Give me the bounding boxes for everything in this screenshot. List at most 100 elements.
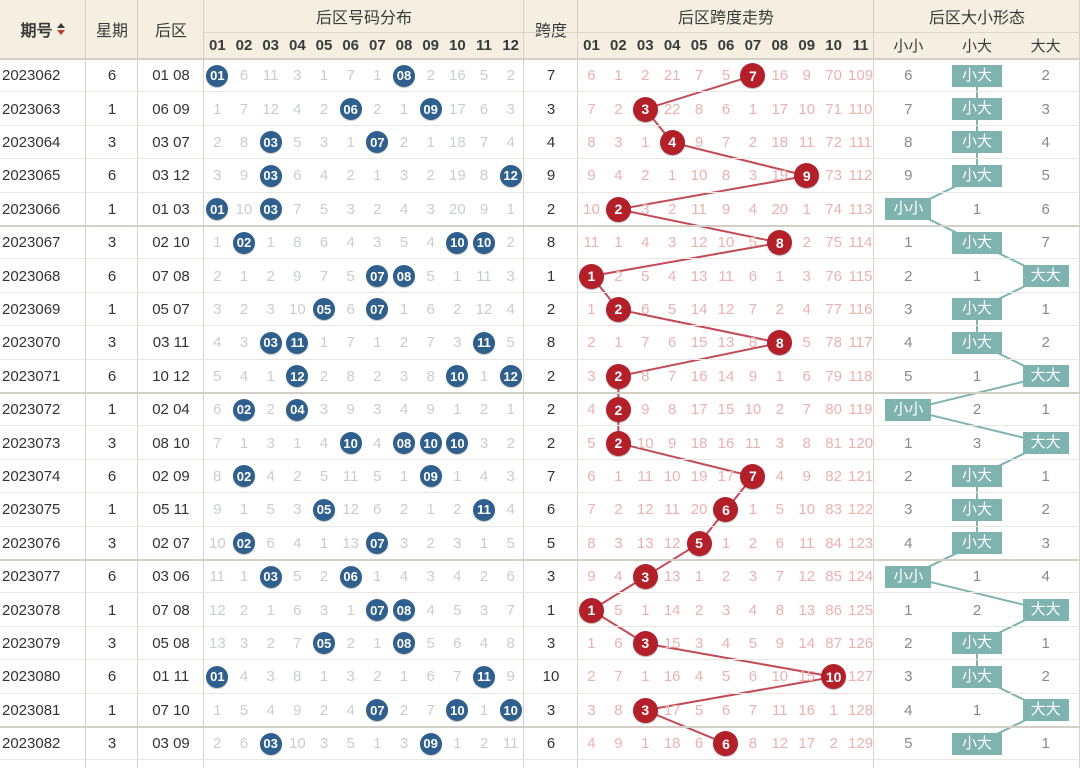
dist-cell: 5 (506, 534, 515, 552)
size-cell: 7 (1041, 234, 1050, 252)
dist-cell: 2 (453, 300, 462, 318)
dist-cell: 2 (213, 133, 222, 151)
span-trend-cell: 18 (690, 434, 708, 452)
dist-cell: 2 (319, 100, 329, 118)
size-cell: 4 (904, 534, 913, 552)
span-trend-cell: 16 (717, 434, 735, 452)
dist-cell: 3 (266, 300, 275, 318)
dist-cell: 5 (293, 568, 302, 586)
size-cell: 1 (972, 568, 982, 586)
dist-cell: 11 (209, 568, 226, 586)
row-divider (0, 325, 1080, 327)
span-trend-cell: 14 (690, 300, 708, 318)
dist-cell: 17 (448, 100, 466, 118)
sort-icon[interactable] (56, 22, 66, 36)
span-trend-cell: 9 (721, 200, 731, 218)
span-trend-cell: 8 (668, 401, 677, 419)
dist-cell: 11 (502, 735, 519, 753)
weekday-cell: 6 (107, 367, 117, 385)
size-cell: 4 (1041, 133, 1050, 151)
span-trend-cell: 4 (659, 126, 686, 159)
dist-ball: 09 (419, 98, 442, 121)
size-cell: 小大 (943, 660, 1012, 693)
span-trend-cell: 2 (775, 401, 784, 419)
span-cell: 1 (546, 601, 556, 619)
weekday-cell: 6 (107, 267, 117, 285)
column-divider (873, 0, 874, 768)
dist-cell: 4 (213, 334, 222, 352)
dist-ball: 08 (392, 432, 415, 455)
size-cell: 6 (904, 67, 913, 85)
size-badge: 大大 (1022, 432, 1069, 455)
span-col-header: 04 (658, 32, 686, 58)
dist-cell: 1 (346, 601, 355, 619)
back-cell: 07 08 (152, 601, 190, 619)
span-trend-cell: 10 (798, 501, 816, 519)
span-trend-cell: 15 (690, 334, 708, 352)
dist-cell: 9 (239, 167, 249, 185)
span-trend-cell: 6 (721, 100, 731, 118)
back-cell: 02 07 (152, 534, 190, 552)
size-cell: 2 (972, 401, 982, 419)
dist-cell: 06 (337, 92, 364, 125)
span-trend-cell: 17 (690, 401, 708, 419)
dist-cell: 4 (479, 467, 489, 485)
dist-cell: 3 (293, 67, 302, 85)
span-trend-cell: 12 (663, 534, 681, 552)
dist-cell: 2 (293, 467, 302, 485)
dist-cell: 5 (213, 367, 222, 385)
issue-header[interactable]: 期号 (0, 0, 86, 58)
dist-cell: 2 (373, 668, 382, 686)
span-trend-cell: 73 (825, 167, 842, 185)
issue-cell: 2023068 (2, 267, 61, 285)
dist-cell: 5 (319, 200, 329, 218)
span-trend-cell: 3 (802, 267, 811, 285)
dist-ball: 03 (259, 198, 282, 221)
span-ball: 2 (605, 296, 631, 322)
dist-cell: 2 (453, 501, 462, 519)
span-trend-cell: 11 (691, 200, 707, 218)
span-trend-cell: 1 (614, 67, 623, 85)
size-col-header: 小大 (942, 32, 1012, 58)
span-trend-cell: 3 (721, 601, 731, 619)
column-divider (577, 0, 578, 768)
span-trend-cell: 7 (739, 460, 766, 493)
issue-cell: 2023073 (2, 434, 61, 452)
span-trend-cell: 83 (825, 501, 842, 519)
span-trend-cell: 109 (848, 67, 874, 85)
span-trend-cell: 6 (775, 534, 784, 552)
span-cell: 3 (546, 634, 556, 652)
span-trend-cell: 9 (793, 159, 820, 192)
span-trend-cell: 1 (802, 200, 811, 218)
span-trend-cell: 8 (614, 701, 623, 719)
span-trend-cell: 12 (690, 234, 708, 252)
span-cell: 2 (546, 401, 556, 419)
dist-cell: 08 (391, 593, 418, 626)
dist-cell: 11 (471, 326, 498, 359)
dist-cell: 3 (239, 334, 249, 352)
dist-cell: 20 (448, 200, 466, 218)
span-trend-cell: 13 (690, 267, 708, 285)
dist-cell: 02 (231, 527, 258, 560)
span-trend-cell: 117 (848, 334, 873, 352)
dist-cell: 09 (417, 727, 444, 760)
dist-cell: 3 (213, 167, 222, 185)
span-trend-cell: 8 (721, 167, 731, 185)
dist-cell: 2 (266, 267, 275, 285)
row-divider (0, 625, 1080, 627)
dist-cell: 4 (399, 401, 409, 419)
dist-cell: 4 (399, 200, 409, 218)
dist-cell: 4 (266, 701, 275, 719)
dist-cell: 07 (364, 293, 391, 326)
dist-cell: 1 (373, 634, 382, 652)
size-cell: 4 (904, 334, 913, 352)
size-cell: 1 (1041, 634, 1050, 652)
size-cell: 小大 (943, 126, 1012, 159)
dist-cell: 1 (453, 401, 462, 419)
span-trend-cell: 8 (775, 601, 784, 619)
dist-cell: 13 (208, 634, 226, 652)
span-trend-cell: 6 (748, 267, 758, 285)
row-divider (0, 559, 1080, 561)
column-divider (523, 0, 524, 768)
span-trend-cell: 10 (663, 467, 681, 485)
